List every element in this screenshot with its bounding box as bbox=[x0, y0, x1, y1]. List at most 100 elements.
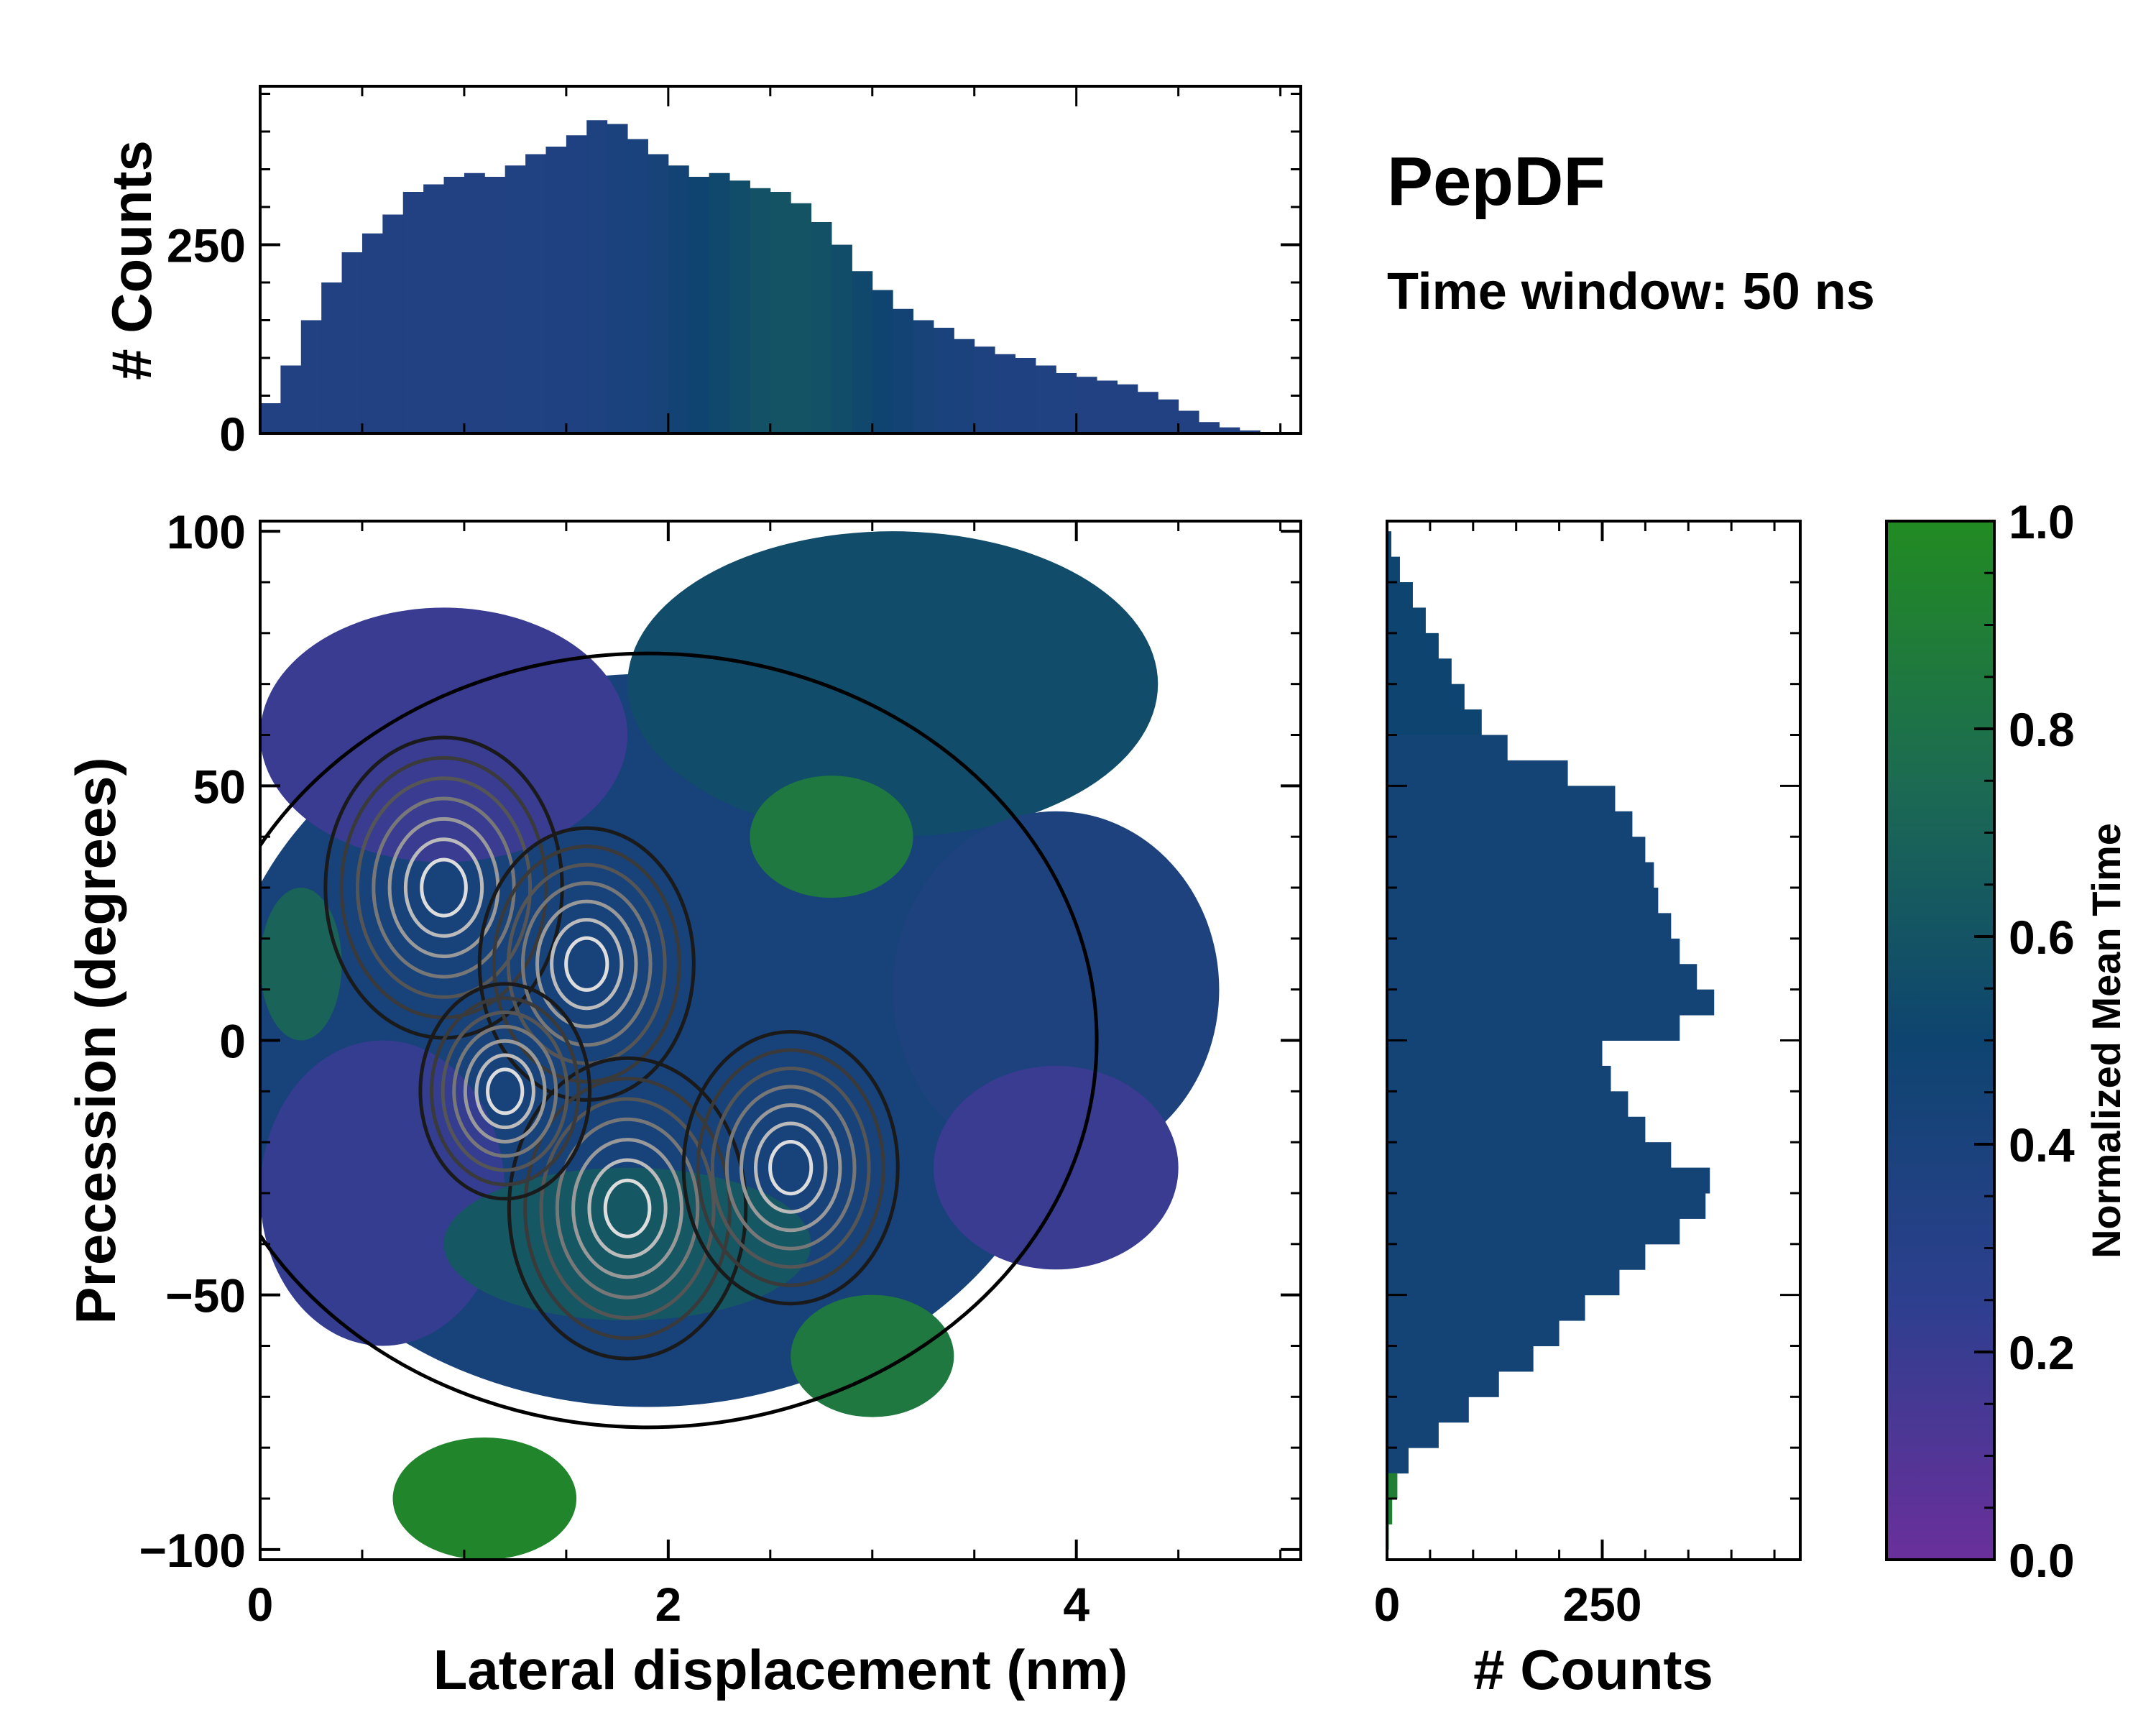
top-histogram-bar bbox=[321, 282, 343, 433]
right-histogram-bar bbox=[1387, 786, 1616, 812]
top-y-tick-label: 0 bbox=[219, 408, 246, 461]
density-contour bbox=[486, 1067, 525, 1116]
density-contour bbox=[681, 1029, 900, 1306]
top-histogram-bar bbox=[341, 252, 363, 433]
top-histogram-bar bbox=[402, 192, 424, 433]
top-histogram-bar bbox=[791, 203, 812, 433]
right-histogram-bar bbox=[1387, 1218, 1680, 1245]
density-contour bbox=[555, 1117, 700, 1300]
density-contour bbox=[603, 1178, 652, 1238]
density-contour bbox=[418, 982, 592, 1201]
density-contour bbox=[539, 1097, 716, 1320]
top-histogram-bar bbox=[974, 346, 995, 433]
top-histogram-bar bbox=[1035, 365, 1056, 433]
top-histogram-bar bbox=[1015, 358, 1036, 433]
chart-title: PepDF bbox=[1387, 143, 1606, 220]
top-histogram-bar bbox=[1056, 373, 1077, 433]
top-histogram-bar bbox=[1158, 399, 1179, 433]
right-histogram-bar bbox=[1387, 1473, 1398, 1499]
heatmap-ticks: 0 2 4 100 50 0 −50 −100 bbox=[139, 505, 1301, 1631]
top-y-tick-label: 250 bbox=[167, 219, 246, 272]
top-histogram-bar bbox=[361, 233, 383, 433]
density-contour bbox=[768, 1139, 814, 1196]
top-histogram-bar bbox=[811, 222, 832, 433]
right-histogram-bar bbox=[1387, 913, 1672, 939]
colorbar-label: Normalized Mean Time bbox=[2083, 823, 2129, 1259]
heatmap-ylabel: Precession (degrees) bbox=[64, 757, 127, 1324]
density-contour bbox=[420, 857, 468, 918]
right-histogram-bar bbox=[1387, 1371, 1499, 1397]
top-histogram-bar bbox=[1178, 410, 1199, 433]
top-histogram-bar bbox=[260, 403, 281, 433]
right-histogram-bar bbox=[1387, 1499, 1393, 1524]
heatmap-xlabel: Lateral displacement (nm) bbox=[433, 1638, 1128, 1701]
top-histogram-bar bbox=[280, 365, 302, 433]
top-histogram-bar bbox=[566, 135, 587, 433]
top-histogram-bar bbox=[954, 339, 975, 433]
right-histogram-bar bbox=[1387, 888, 1659, 914]
right-histogram-bar bbox=[1387, 1193, 1706, 1219]
density-contour bbox=[696, 1048, 885, 1287]
density-contour bbox=[463, 1039, 547, 1144]
right-histogram-bar bbox=[1387, 811, 1633, 837]
x-tick-label: 2 bbox=[655, 1578, 681, 1631]
heatmap-region-upper-left bbox=[260, 607, 628, 862]
y-tick-label: 50 bbox=[193, 760, 246, 813]
top-histogram-bar bbox=[1219, 427, 1240, 433]
colorbar-gradient bbox=[1885, 520, 1996, 1561]
right-histogram-bar bbox=[1387, 709, 1482, 735]
right-histogram-bar bbox=[1387, 1167, 1710, 1194]
right-histogram-bar bbox=[1387, 1142, 1672, 1169]
right-histogram-bar bbox=[1387, 582, 1413, 608]
density-contour bbox=[477, 826, 696, 1102]
right-histogram-bar bbox=[1387, 938, 1680, 965]
density-contour bbox=[403, 837, 484, 938]
colorbar: 0.0 0.2 0.4 0.6 0.8 1.0 Normalized Mean Time bbox=[1885, 495, 2129, 1587]
top-histogram-bar bbox=[688, 177, 710, 433]
heatmap-region-left-edge bbox=[260, 888, 342, 1041]
density-contour bbox=[492, 845, 681, 1084]
x-tick-label: 4 bbox=[1063, 1578, 1089, 1631]
right-histogram-bar bbox=[1387, 1397, 1469, 1423]
right-histogram-xlabel: # Counts bbox=[1473, 1638, 1713, 1701]
top-histogram-bar bbox=[443, 177, 465, 433]
right-histogram-bar bbox=[1387, 607, 1426, 634]
top-histogram-bar bbox=[1137, 392, 1158, 433]
density-contour bbox=[520, 881, 653, 1047]
right-histogram-bar bbox=[1387, 1269, 1620, 1296]
right-histogram-bar bbox=[1387, 632, 1439, 659]
top-histogram-bar bbox=[1097, 380, 1118, 433]
right-histogram-bar bbox=[1387, 837, 1646, 863]
top-histogram-bar bbox=[770, 192, 791, 433]
density-contour bbox=[355, 776, 533, 999]
top-histogram-bars bbox=[260, 120, 1281, 433]
top-histogram-bar bbox=[607, 124, 628, 433]
top-histogram-frame bbox=[259, 85, 1302, 435]
top-histogram-bar bbox=[995, 354, 1016, 433]
density-contour bbox=[550, 918, 624, 1011]
top-histogram-bar bbox=[933, 328, 954, 433]
density-contour bbox=[535, 899, 638, 1029]
right-histogram-bar bbox=[1387, 1448, 1409, 1474]
right-histogram-bar bbox=[1387, 1065, 1611, 1092]
top-histogram-bar bbox=[382, 214, 404, 433]
top-histogram-bar bbox=[484, 177, 506, 433]
outer-contour bbox=[260, 651, 1099, 1430]
top-histogram-bar bbox=[852, 271, 873, 433]
top-histogram-bar bbox=[1117, 384, 1138, 433]
right-histogram-bar bbox=[1387, 1422, 1439, 1448]
heatmap-region-bottom bbox=[392, 1438, 577, 1560]
y-tick-label: −50 bbox=[165, 1269, 246, 1322]
right-histogram: 0 250 # Counts bbox=[1374, 520, 1802, 1701]
right-x-tick-label: 250 bbox=[1562, 1578, 1641, 1631]
right-histogram-bar bbox=[1387, 684, 1465, 710]
density-contour bbox=[710, 1066, 871, 1269]
right-histogram-bar bbox=[1387, 556, 1400, 583]
right-x-tick-label: 0 bbox=[1374, 1578, 1401, 1631]
right-histogram-bar bbox=[1387, 1015, 1680, 1041]
right-histogram-bar bbox=[1387, 735, 1508, 761]
top-histogram-bar bbox=[729, 180, 750, 433]
density-contour bbox=[441, 1011, 569, 1172]
density-contour bbox=[429, 996, 581, 1187]
top-histogram: 0 250 # Counts bbox=[100, 85, 1302, 461]
